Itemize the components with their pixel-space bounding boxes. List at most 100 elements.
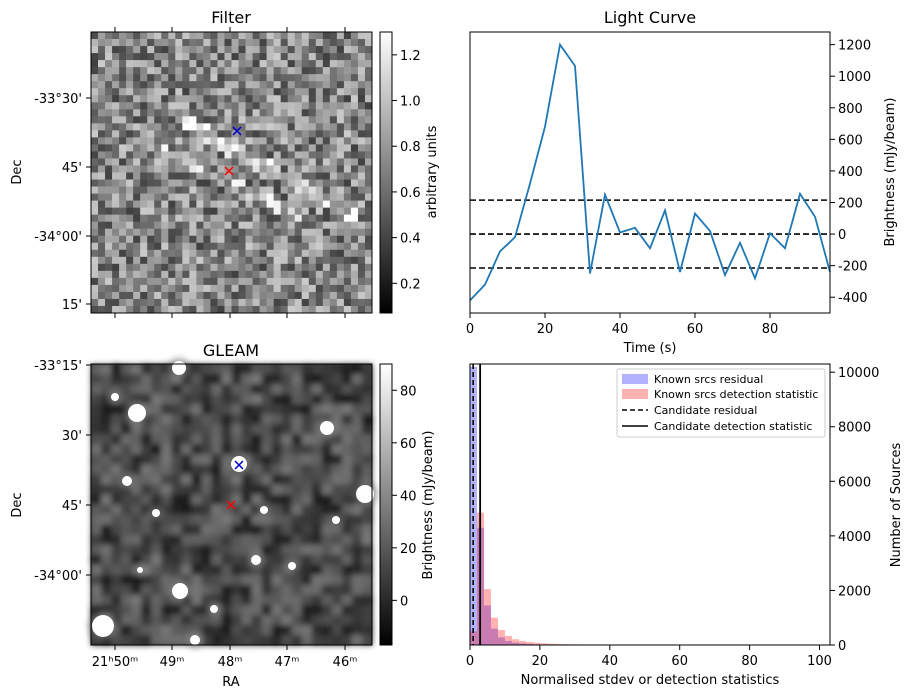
gleam-image [88, 357, 378, 649]
lightcurve-y-tick-label: 1000 [838, 70, 871, 85]
histogram-bar [525, 641, 533, 645]
gleam-x-tick-label: 21ʰ50ᵐ [92, 655, 138, 670]
gleam-colorbar-tick-label: 80 [400, 384, 417, 399]
lightcurve-title: Light Curve [604, 8, 696, 27]
histogram-bar [504, 635, 512, 645]
histogram-bar [497, 637, 505, 645]
histogram-y-tick-label: 10000 [838, 366, 879, 381]
gleam-source [251, 555, 261, 565]
gleam-source [92, 615, 114, 637]
lightcurve-x-ticks: 0 20 40 60 80 [466, 313, 778, 337]
filter-image [91, 32, 373, 314]
lightcurve-threshold-lines [470, 199, 830, 269]
lightcurve-x-tick-label: 60 [687, 322, 704, 337]
lightcurve-y-ticks: -400 -200 0 200 400 600 800 1000 1200 [830, 39, 871, 306]
legend-entry: Candidate detection statistic [654, 420, 812, 433]
histogram-x-tick-label: 100 [807, 654, 832, 669]
legend-entry: Known srcs detection statistic [654, 388, 818, 401]
gleam-source [152, 509, 160, 517]
histogram-legend: Known srcs residual Known srcs detection… [616, 368, 826, 438]
filter-y-tick-label: -34°00' [34, 230, 82, 245]
histogram-y-tick-label: 2000 [838, 584, 871, 599]
gleam-title: GLEAM [203, 341, 259, 360]
gleam-xlabel: RA [222, 675, 240, 690]
gleam-source [172, 361, 186, 375]
histogram-bar [525, 643, 533, 645]
gleam-x-tick-label: 49ᵐ [160, 655, 185, 670]
histogram-candidate-lines [472, 364, 482, 645]
gleam-source [288, 562, 296, 570]
gleam-source [190, 635, 200, 645]
histogram-x-tick-label: 20 [532, 654, 549, 669]
histogram-y-ticks: 0 2000 4000 6000 8000 10000 [830, 366, 879, 654]
gleam-y-tick-label: -33°15' [34, 359, 82, 374]
filter-colorbar-tick-label: 0.4 [400, 232, 421, 247]
lightcurve-panel: Light Curve 0 20 40 60 80 -400 -200 0 200 400 600… [466, 8, 898, 356]
histogram-bar [483, 589, 491, 645]
gleam-x-tick-labels: 21ʰ50ᵐ 49ᵐ 48ᵐ 47ᵐ 46ᵐ [92, 645, 357, 670]
lightcurve-y-tick-label: 1200 [838, 39, 871, 54]
lightcurve-xlabel: Time (s) [623, 341, 677, 356]
gleam-y-tick-label: -34°00' [34, 569, 82, 584]
gleam-y-tick-labels: -33°15' 30' 45' -34°00' [34, 359, 91, 584]
gleam-y-tick-label: 30' [62, 429, 82, 444]
lightcurve-ylabel: Brightness (mJy/beam) [883, 98, 898, 247]
filter-y-tick-labels: -33°30' 45' -34°00' 15' [34, 92, 91, 313]
filter-ylabel: Dec [10, 159, 25, 184]
filter-x-ticks [114, 27, 346, 318]
gleam-colorbar-tick-label: 60 [400, 437, 417, 452]
histogram-bar [483, 605, 491, 645]
gleam-source [111, 393, 119, 401]
histogram-bar [504, 640, 512, 645]
histogram-x-tick-label: 80 [741, 654, 758, 669]
gleam-source [122, 476, 132, 486]
histogram-bar [511, 639, 519, 645]
gleam-colorbar-tick-label: 40 [400, 489, 417, 504]
histogram-bar [539, 643, 547, 645]
gleam-source [172, 583, 188, 599]
filter-marker-blue [232, 126, 242, 136]
filter-colorbar-tick-label: 1.0 [400, 95, 421, 110]
lightcurve-y-tick-label: -400 [838, 291, 868, 306]
histogram-bar [490, 628, 498, 645]
gleam-y-tick-label: 45' [62, 499, 82, 514]
lightcurve-x-tick-label: 20 [537, 322, 554, 337]
filter-colorbar [379, 31, 393, 314]
histogram-y-tick-label: 8000 [838, 421, 871, 436]
gleam-panel: GLEAM 21ʰ50ᵐ 49ᵐ 48ᵐ 47ᵐ 46ᵐ -33°15' 30'… [10, 341, 436, 690]
histogram-x-tick-label: 60 [671, 654, 688, 669]
legend-entry: Candidate residual [654, 404, 757, 417]
lightcurve-y-tick-label: 200 [838, 196, 863, 211]
histogram-ylabel: Number of Sources [889, 443, 904, 568]
gleam-source [128, 404, 146, 422]
filter-y-tick-label: 45' [62, 161, 82, 176]
lightcurve-y-tick-label: 400 [838, 165, 863, 180]
histogram-bar [518, 643, 526, 645]
legend-entry: Known srcs residual [654, 373, 763, 386]
gleam-colorbar-tick-label: 0 [400, 594, 408, 609]
gleam-source [332, 516, 340, 524]
gleam-ylabel: Dec [10, 492, 25, 517]
filter-colorbar-label: arbitrary units [425, 125, 440, 218]
histogram-panel: 0 20 40 60 80 100 0 2000 4000 6000 8000 10000 Norm… [466, 363, 904, 688]
lightcurve-series [469, 42, 831, 302]
filter-marker-red [224, 166, 234, 176]
histogram-bar [497, 629, 505, 645]
histogram-bar [546, 643, 554, 645]
histogram-bar [532, 642, 540, 645]
gleam-marker-red [226, 500, 236, 510]
gleam-marker-blue [234, 460, 244, 470]
histogram-bar [518, 640, 526, 645]
gleam-x-tick-label: 48ᵐ [218, 655, 243, 670]
gleam-colorbar-label: Brightness (mJy/beam) [421, 431, 436, 580]
gleam-colorbar-ticks: 0 20 40 60 80 [392, 384, 417, 609]
lightcurve-x-tick-label: 0 [466, 322, 474, 337]
lightcurve-y-tick-label: 800 [838, 102, 863, 117]
filter-colorbar-tick-label: 0.8 [400, 140, 421, 155]
gleam-colorbar-tick-label: 20 [400, 542, 417, 557]
histogram-bar [511, 642, 519, 645]
histogram-x-tick-label: 40 [602, 654, 619, 669]
histogram-bar [470, 366, 477, 645]
lightcurve-y-tick-label: -200 [838, 260, 868, 275]
